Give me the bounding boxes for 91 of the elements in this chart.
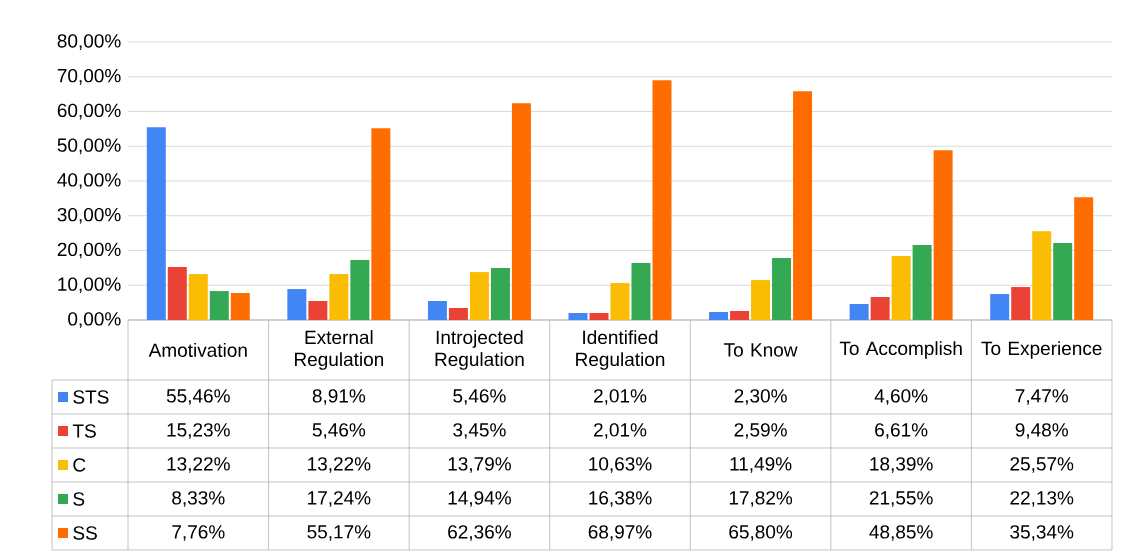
data-label: 8,91%: [312, 389, 366, 405]
bar: [912, 245, 932, 320]
bar: [990, 294, 1010, 320]
bar: [469, 272, 489, 320]
x-tick-label: Identified Regulation: [576, 330, 665, 370]
data-label: 18,39%: [870, 457, 933, 473]
bar: [793, 91, 813, 320]
bar: [589, 313, 609, 320]
y-tick-label: 60,00%: [57, 103, 121, 120]
y-tick-label: 40,00%: [57, 173, 121, 189]
data-label: 13,22%: [167, 457, 230, 473]
y-tick-label: 70,00%: [57, 68, 121, 85]
bar: [146, 127, 166, 320]
bar: [188, 274, 208, 320]
y-tick-label: 30,00%: [57, 207, 121, 224]
data-label: 6,61%: [875, 423, 928, 439]
bar: [751, 280, 771, 320]
bar: [1053, 243, 1073, 320]
data-label: 13,22%: [308, 457, 371, 473]
bar: [652, 80, 672, 320]
y-tick-label: 0,00%: [68, 312, 121, 328]
data-label: 2,59%: [734, 423, 787, 439]
y-tick-label: 20,00%: [57, 242, 121, 259]
data-label: 55,17%: [307, 525, 371, 541]
data-label: 4,60%: [874, 389, 928, 405]
legend-label: SS: [73, 526, 97, 540]
data-label: 7,47%: [1015, 389, 1068, 405]
data-label: 13,79%: [448, 457, 511, 473]
x-tick-label: To Accomplish: [839, 341, 962, 359]
bar: [427, 301, 447, 320]
bar: [511, 103, 531, 320]
legend-label: TS: [72, 424, 96, 438]
x-tick-label: To Experience: [981, 341, 1102, 359]
bar: [933, 150, 953, 320]
bar: [448, 308, 468, 320]
data-label: 25,57%: [1010, 457, 1074, 473]
data-label: 17,82%: [729, 491, 793, 507]
data-label: 2,30%: [734, 389, 787, 405]
bar: [167, 267, 187, 320]
data-label: 2,01%: [594, 389, 647, 405]
bar: [709, 312, 729, 320]
bar: [1011, 287, 1031, 320]
bar: [568, 313, 588, 320]
bar: [730, 311, 750, 320]
y-tick-label: 10,00%: [58, 277, 121, 294]
data-label: 11,49%: [730, 457, 792, 473]
data-label: 5,46%: [453, 389, 506, 405]
data-label: 15,23%: [167, 423, 230, 439]
data-label: 17,24%: [308, 491, 371, 507]
data-label: 65,80%: [729, 525, 793, 541]
data-label: 10,63%: [589, 457, 652, 473]
legend-label: STS: [73, 390, 109, 404]
bar: [209, 291, 229, 320]
x-tick-label: To Know: [724, 343, 798, 357]
bar: [490, 268, 510, 320]
data-label: 62,36%: [448, 525, 511, 541]
bar: [631, 263, 651, 320]
data-label: 8,33%: [172, 491, 225, 507]
bar: [1074, 197, 1094, 320]
data-label: 16,38%: [589, 491, 652, 507]
data-label: 5,46%: [312, 423, 366, 439]
bar: [308, 301, 328, 320]
legend-label: S: [73, 492, 85, 506]
x-tick-label: Amotivation: [148, 343, 247, 357]
bar: [870, 297, 890, 320]
y-tick-label: 80,00%: [57, 34, 121, 50]
data-label: 3,45%: [453, 423, 506, 439]
y-tick-label: 50,00%: [57, 138, 121, 155]
data-label: 35,34%: [1010, 525, 1074, 541]
data-label: 7,76%: [172, 525, 225, 541]
bar: [610, 283, 630, 320]
bar: [891, 256, 911, 320]
data-label: 9,48%: [1015, 423, 1068, 439]
data-label: 68,97%: [588, 525, 652, 541]
x-tick-label: External Regulation: [295, 330, 384, 370]
data-label: 22,13%: [1010, 491, 1074, 507]
data-label: 14,94%: [448, 491, 511, 507]
bar: [371, 128, 391, 320]
bar: [230, 293, 250, 320]
bar: [287, 289, 307, 320]
data-label: 48,85%: [869, 525, 933, 541]
legend-label: C: [73, 458, 86, 472]
data-label: 21,55%: [869, 491, 933, 507]
bar: [1032, 231, 1052, 320]
x-tick-label: Introjected Regulation: [435, 330, 524, 370]
bar: [772, 258, 792, 320]
data-label: 2,01%: [594, 423, 647, 439]
data-label: 55,46%: [166, 389, 230, 405]
bar: [849, 304, 869, 320]
bar: [350, 260, 370, 320]
bar: [329, 274, 349, 320]
